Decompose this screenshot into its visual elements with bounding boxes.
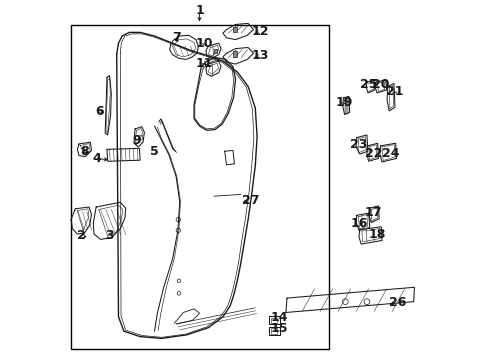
Text: 12: 12 [251,25,269,38]
Text: 22: 22 [364,147,381,159]
Text: 20: 20 [371,78,388,91]
Text: 2: 2 [77,229,86,242]
Text: 8: 8 [80,145,88,158]
Text: 13: 13 [251,49,269,62]
Text: 18: 18 [367,228,385,240]
Text: 25: 25 [359,78,377,91]
Text: 21: 21 [386,85,403,98]
Text: 19: 19 [335,96,352,109]
Bar [232,51,237,57]
Text: 7: 7 [171,31,180,44]
Text: 1: 1 [195,4,203,17]
Bar [71,25,328,349]
Text: 23: 23 [349,138,367,150]
Text: 16: 16 [349,217,367,230]
Text: 26: 26 [388,296,406,309]
Text: 24: 24 [381,147,398,159]
Bar [271,318,277,323]
Bar [232,27,237,32]
Text: 11: 11 [195,57,212,69]
Bar [268,316,279,324]
Text: 3: 3 [105,229,114,242]
Text: 4: 4 [92,152,101,165]
Bar [138,135,141,139]
Text: 15: 15 [270,322,288,335]
Text: 9: 9 [132,134,141,147]
Bar [213,49,216,53]
Text: 10: 10 [195,37,212,50]
Text: 17: 17 [364,206,381,219]
Bar [268,327,279,335]
Text: 27: 27 [242,194,259,207]
Text: 6: 6 [95,105,104,118]
Bar [271,328,277,334]
Text: 14: 14 [270,311,288,324]
Text: 5: 5 [150,145,159,158]
